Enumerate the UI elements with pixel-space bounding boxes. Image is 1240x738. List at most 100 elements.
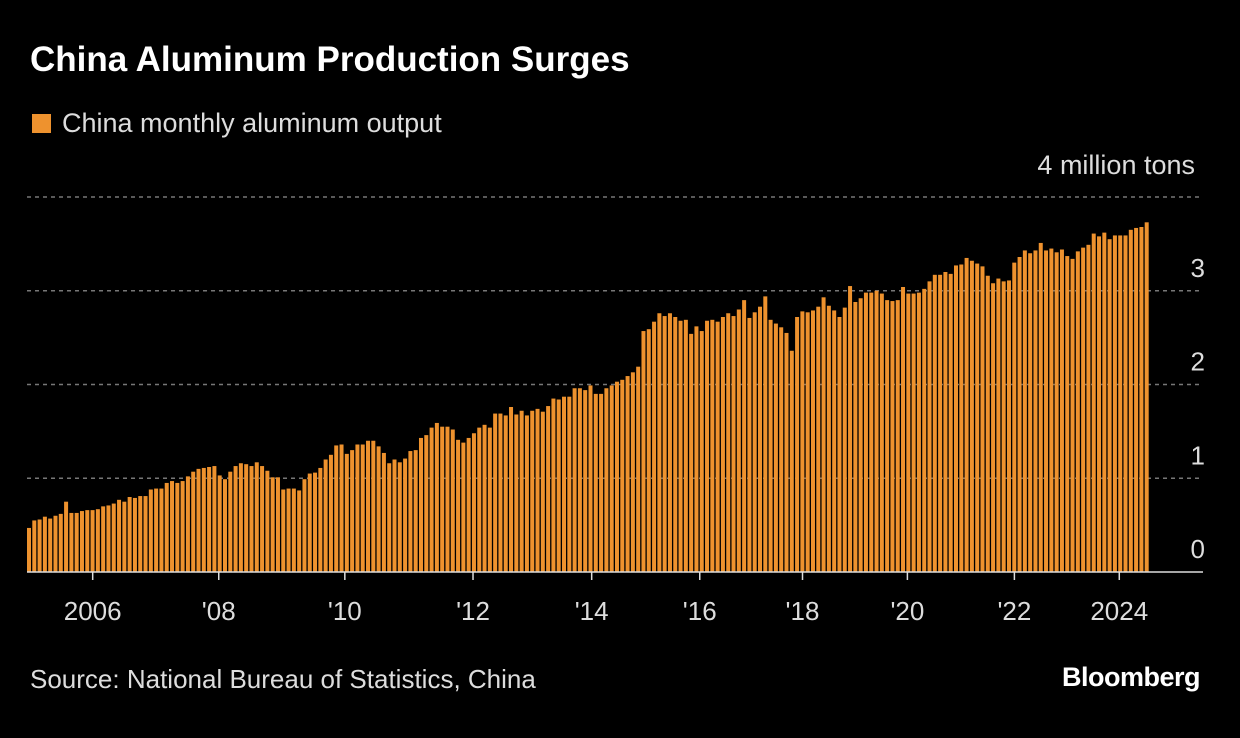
bar bbox=[646, 329, 651, 572]
bar bbox=[334, 445, 339, 572]
bar bbox=[954, 265, 959, 572]
bar bbox=[222, 479, 227, 572]
bar bbox=[599, 393, 604, 572]
bar bbox=[101, 506, 106, 572]
bar bbox=[175, 482, 180, 572]
bar bbox=[985, 275, 990, 572]
bar bbox=[832, 310, 837, 572]
bar bbox=[1134, 227, 1139, 572]
x-tick-label: '16 bbox=[683, 596, 717, 626]
bar bbox=[784, 332, 789, 572]
bar bbox=[869, 292, 874, 572]
bar bbox=[270, 477, 275, 572]
bar bbox=[1081, 247, 1086, 572]
bar bbox=[1028, 253, 1033, 572]
bar bbox=[127, 497, 132, 572]
bar bbox=[911, 293, 916, 572]
bar bbox=[450, 429, 455, 572]
bar bbox=[614, 381, 619, 572]
bar bbox=[397, 462, 402, 572]
bar bbox=[736, 309, 741, 572]
bar bbox=[328, 454, 333, 572]
bar bbox=[1107, 239, 1112, 572]
bar bbox=[143, 496, 148, 572]
bar bbox=[64, 501, 69, 572]
x-tick-label: 2006 bbox=[64, 596, 122, 626]
x-tick-label: '10 bbox=[328, 596, 362, 626]
bar bbox=[906, 293, 911, 572]
bar bbox=[975, 263, 980, 572]
bar bbox=[524, 415, 529, 572]
bar bbox=[916, 292, 921, 572]
bar bbox=[37, 519, 42, 572]
bar bbox=[1144, 222, 1149, 572]
bar bbox=[726, 313, 731, 572]
bar bbox=[641, 331, 646, 572]
bar bbox=[1065, 256, 1070, 572]
bar bbox=[159, 488, 164, 572]
bar bbox=[509, 407, 514, 572]
bar bbox=[535, 408, 540, 572]
bar bbox=[673, 317, 678, 572]
bar bbox=[201, 467, 206, 572]
bar bbox=[344, 453, 349, 572]
x-tick-label: '22 bbox=[997, 596, 1031, 626]
bar bbox=[927, 281, 932, 572]
bar bbox=[938, 274, 943, 572]
bar bbox=[657, 313, 662, 572]
bar bbox=[238, 463, 243, 572]
bar bbox=[689, 333, 694, 572]
bar bbox=[185, 476, 190, 572]
bar bbox=[530, 410, 535, 572]
bar bbox=[991, 283, 996, 572]
bar bbox=[387, 463, 392, 572]
bar bbox=[593, 393, 598, 572]
bar bbox=[1017, 257, 1022, 572]
bar bbox=[471, 433, 476, 572]
legend-swatch bbox=[32, 114, 51, 133]
bar bbox=[413, 450, 418, 572]
bar bbox=[445, 426, 450, 572]
bar bbox=[662, 316, 667, 572]
bar bbox=[890, 301, 895, 572]
bar bbox=[132, 497, 137, 572]
y-axis-unit-label: 4 million tons bbox=[1037, 150, 1195, 180]
bar bbox=[768, 319, 773, 572]
bar bbox=[503, 415, 508, 572]
bar bbox=[879, 293, 884, 572]
bar bbox=[148, 489, 153, 572]
bar bbox=[456, 439, 461, 572]
bar bbox=[789, 350, 794, 572]
bar bbox=[1044, 250, 1049, 572]
bar bbox=[180, 481, 185, 572]
bar bbox=[1070, 258, 1075, 572]
bar bbox=[360, 444, 365, 572]
bar bbox=[164, 482, 169, 572]
bar bbox=[948, 273, 953, 572]
x-tick-label: 2024 bbox=[1090, 596, 1148, 626]
bar bbox=[763, 296, 768, 572]
bar bbox=[747, 317, 752, 572]
legend-label: China monthly aluminum output bbox=[62, 108, 442, 138]
bar bbox=[519, 410, 524, 572]
bar bbox=[408, 451, 413, 572]
bar bbox=[694, 326, 699, 572]
bar bbox=[652, 321, 657, 572]
bar bbox=[170, 481, 175, 572]
bar bbox=[1022, 250, 1027, 572]
bar bbox=[381, 452, 386, 572]
bar bbox=[1075, 251, 1080, 572]
bar bbox=[853, 302, 858, 572]
bar bbox=[90, 510, 95, 572]
bar bbox=[577, 388, 582, 572]
bar bbox=[392, 459, 397, 572]
bar bbox=[366, 440, 371, 572]
bar bbox=[710, 319, 715, 572]
bar bbox=[546, 406, 551, 572]
bar bbox=[307, 473, 312, 572]
bar bbox=[1123, 235, 1128, 572]
bar bbox=[111, 503, 116, 572]
x-tick-label: '18 bbox=[786, 596, 820, 626]
bar bbox=[1112, 235, 1117, 572]
